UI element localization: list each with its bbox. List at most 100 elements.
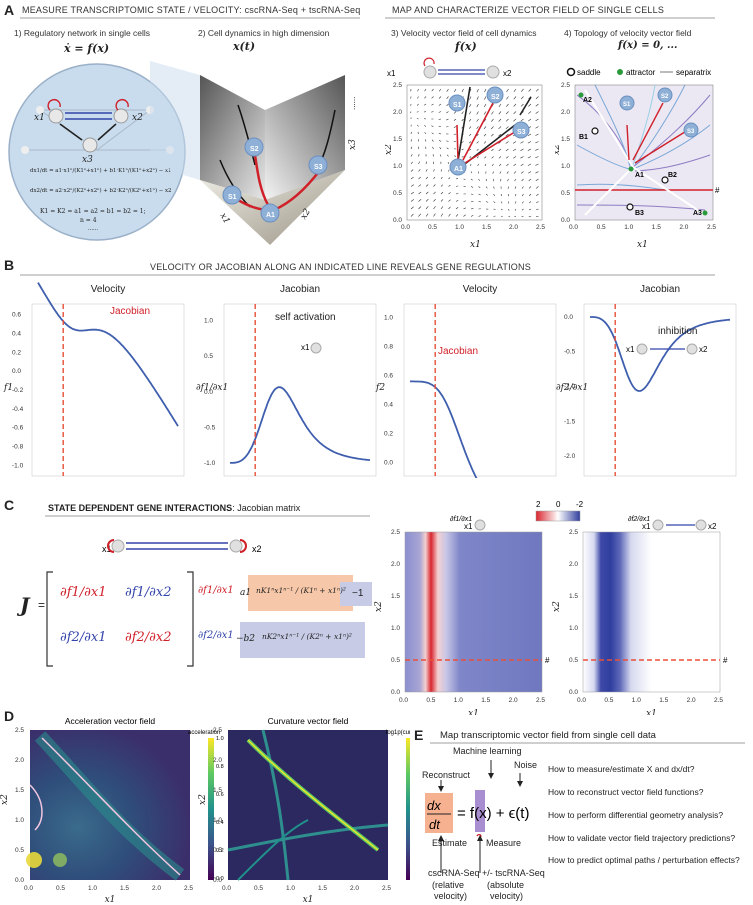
svg-text:S3: S3 xyxy=(314,164,323,171)
y-tick-label: 2.5 xyxy=(391,529,400,536)
acceleration-hotspot xyxy=(26,852,42,868)
x-tick-label: 1.0 xyxy=(454,697,463,704)
colorbar-label: -2 xyxy=(576,500,584,509)
field-arrow xyxy=(476,103,479,108)
field-arrow xyxy=(527,141,532,144)
field-arrow xyxy=(470,214,474,217)
svg-text:x2: x2 xyxy=(299,207,313,222)
field-arrow xyxy=(535,141,539,144)
subtitle-3: 3) Velocity vector field of cell dynamic… xyxy=(391,28,537,38)
fx-label: f(x) xyxy=(455,40,477,53)
y-tick-label: 1.0 xyxy=(391,625,400,632)
field-arrow xyxy=(410,199,414,202)
jacobian-symbol: J xyxy=(20,593,30,617)
field-arrow xyxy=(440,176,443,180)
panel-c-header: STATE DEPENDENT GENE INTERACTIONS: Jacob… xyxy=(48,503,300,513)
field-arrow xyxy=(418,154,420,157)
node-x1 xyxy=(652,519,664,531)
field-arrow xyxy=(424,88,427,92)
field-arrow xyxy=(470,193,474,195)
divider xyxy=(430,742,745,744)
field-arrow xyxy=(448,199,451,202)
y-tick-label: 2.0 xyxy=(15,757,24,764)
field-arrow xyxy=(500,193,502,197)
field-arrow xyxy=(425,191,429,195)
field-arrow xyxy=(478,193,481,196)
svg-text:A1: A1 xyxy=(266,212,275,219)
y-tick-label: -0.4 xyxy=(12,406,24,413)
field-arrow xyxy=(528,186,532,189)
y-tick-label: 1.5 xyxy=(569,593,578,600)
field-arrow xyxy=(410,169,414,172)
y-axis-label: ∂f1/∂x1 xyxy=(196,383,228,393)
field-arrow xyxy=(514,208,517,211)
y-tick-label: 0.4 xyxy=(384,402,393,409)
field-arrow xyxy=(521,186,524,189)
colorbar-tick: 0.0 xyxy=(216,876,224,882)
field-arrow xyxy=(433,184,436,187)
field-arrow xyxy=(527,148,532,151)
fx0-label: f(x) = 0, ... xyxy=(618,40,678,51)
svg-text:x1: x1 xyxy=(217,212,231,226)
rhs2-frac: nK2ⁿx1ⁿ⁻¹ / (K2ⁿ + x1ⁿ)² xyxy=(262,632,352,641)
y-tick-label: 1.5 xyxy=(15,787,24,794)
field-arrow xyxy=(470,178,473,181)
field-arrow xyxy=(410,146,413,150)
svg-text:A2: A2 xyxy=(583,97,592,104)
y-tick-label: 0.0 xyxy=(15,877,24,884)
y-tick-label: 0.0 xyxy=(564,314,573,321)
y-tick-label: 1.5 xyxy=(561,136,570,143)
field-arrow xyxy=(528,208,532,211)
field-arrow xyxy=(476,148,479,151)
field-arrow xyxy=(485,186,488,189)
field-arrow xyxy=(520,141,524,144)
heatmap-title: ∂f1/∂x1 xyxy=(450,516,472,523)
field-arrow xyxy=(485,193,488,196)
field-arrow xyxy=(478,215,481,217)
rhs1-pre: a1 xyxy=(240,588,252,598)
x-tick-label: 0.5 xyxy=(426,697,435,704)
x-tick-label: 0.0 xyxy=(222,885,231,892)
field-arrow xyxy=(493,186,495,189)
field-arrow xyxy=(484,96,487,100)
x-tick-label: 2.0 xyxy=(679,224,688,231)
y-tick-label: -0.5 xyxy=(204,424,216,431)
field-arrow xyxy=(410,161,413,165)
question-5: How to predict optimal paths / perturbat… xyxy=(548,855,740,865)
field-arrow xyxy=(513,118,517,122)
y-tick-label: -2.0 xyxy=(564,453,576,460)
x-tick-label: 2.0 xyxy=(687,697,696,704)
svg-text:x2: x2 xyxy=(385,144,394,155)
svg-text:separatrix: separatrix xyxy=(676,68,711,77)
cell-dynamics-cube: S2 S1 S3 A1 x1 x2 x3 ...... xyxy=(150,61,358,245)
svg-text:A1: A1 xyxy=(454,166,463,173)
field-arrow xyxy=(410,184,415,187)
panel-d-plots: Acceleration vector field0.00.00.50.51.0… xyxy=(0,716,410,905)
reconstruct-label: Reconstruct xyxy=(422,770,471,780)
x-tick-label: 1.5 xyxy=(652,224,661,231)
field-arrow xyxy=(418,213,421,217)
y-tick-label: 1.5 xyxy=(391,593,400,600)
field-arrow xyxy=(469,103,472,108)
field-arrow xyxy=(535,96,539,100)
x-tick-label: 0.0 xyxy=(401,224,410,231)
field-arrow xyxy=(463,214,466,217)
field-arrow xyxy=(528,178,532,182)
subtitle-1: 1) Regulatory network in single cells xyxy=(14,28,151,38)
panel-a-header-left: MEASURE TRANSCRIPTOMIC STATE / VELOCITY:… xyxy=(22,5,361,15)
field-arrow xyxy=(485,201,489,203)
svg-text:x2: x2 xyxy=(503,69,512,78)
svg-text:x1: x1 xyxy=(387,69,396,78)
field-arrow xyxy=(455,214,459,217)
field-arrow xyxy=(498,118,502,122)
field-arrow xyxy=(535,163,539,166)
rhs2-box xyxy=(240,622,365,658)
colorbar xyxy=(535,510,581,522)
svg-text:attractor: attractor xyxy=(626,68,656,77)
ode-dots: ...... xyxy=(88,226,99,232)
question-1: How to measure/estimate X and dx/dt? xyxy=(548,764,695,774)
field-arrow xyxy=(476,96,479,100)
field-arrow xyxy=(476,111,479,115)
field-arrow xyxy=(512,148,517,152)
field-arrow xyxy=(463,207,466,210)
